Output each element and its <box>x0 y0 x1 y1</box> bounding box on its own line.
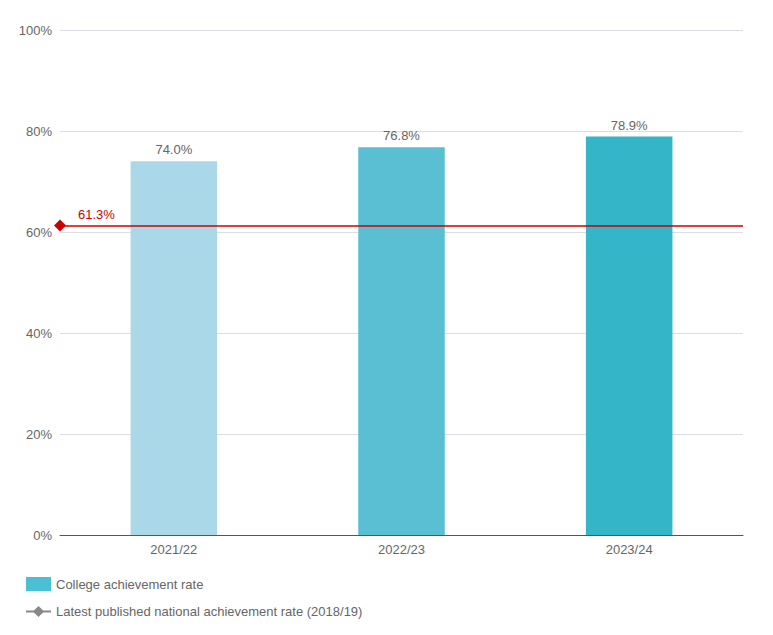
svg-text:20%: 20% <box>26 427 52 442</box>
svg-text:100%: 100% <box>19 23 53 38</box>
svg-text:74.0%: 74.0% <box>155 142 192 157</box>
svg-text:78.9%: 78.9% <box>611 118 648 133</box>
svg-text:60%: 60% <box>26 225 52 240</box>
svg-text:40%: 40% <box>26 326 52 341</box>
svg-text:76.8%: 76.8% <box>383 128 420 143</box>
svg-text:College achievement rate: College achievement rate <box>56 577 203 592</box>
svg-text:2021/22: 2021/22 <box>150 542 197 557</box>
svg-text:2023/24: 2023/24 <box>606 542 653 557</box>
svg-text:2022/23: 2022/23 <box>378 542 425 557</box>
svg-text:0%: 0% <box>33 528 52 543</box>
svg-text:Latest published national achi: Latest published national achievement ra… <box>56 604 362 619</box>
svg-text:80%: 80% <box>26 124 52 139</box>
svg-text:61.3%: 61.3% <box>78 207 115 222</box>
